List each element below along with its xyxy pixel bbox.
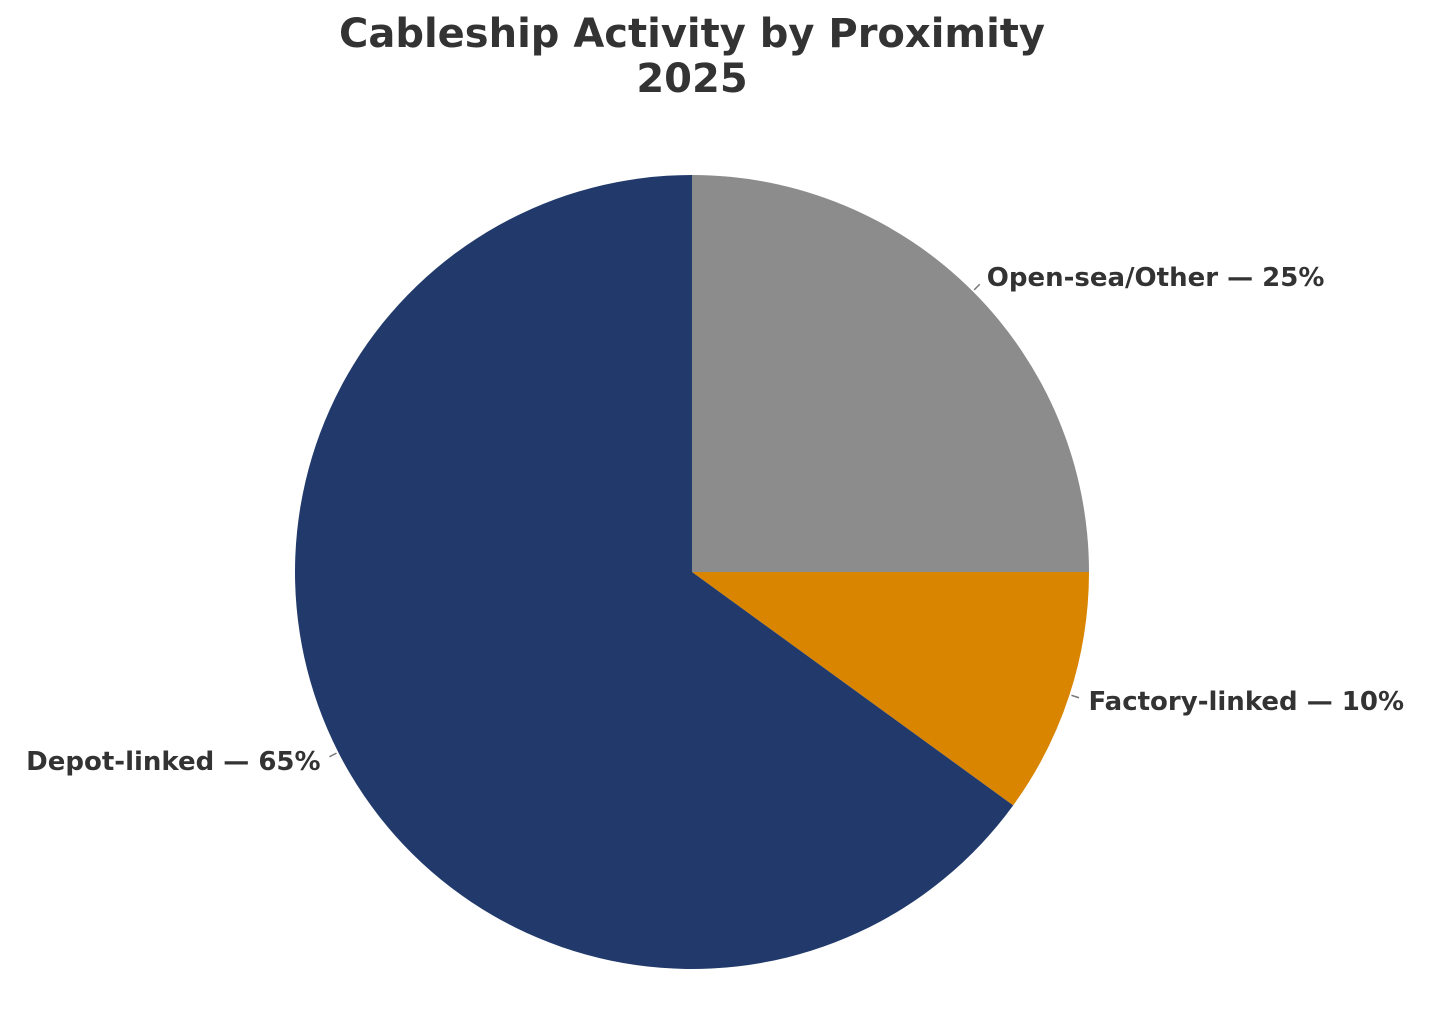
chart-title-line2: 2025 <box>636 56 747 102</box>
slice-label: Depot-linked — 65% <box>26 747 320 777</box>
slice-label: Factory-linked — 10% <box>1088 687 1404 717</box>
leader-line <box>973 283 981 291</box>
slice-label: Open-sea/Other — 25% <box>987 263 1325 293</box>
slice-labels: Open-sea/Other — 25% Factory-linked — 10%… <box>26 263 1404 777</box>
chart-title-line1: Cableship Activity by Proximity <box>339 11 1045 57</box>
leader-line <box>329 752 337 758</box>
pie-slice-factory-linked <box>692 572 1090 806</box>
leader-line <box>1071 694 1080 699</box>
pie-slices <box>295 175 1090 969</box>
leader-lines <box>329 283 1080 758</box>
pie-slice-depot-linked <box>295 175 1014 969</box>
pie-slice-open-sea-other <box>692 175 1089 572</box>
